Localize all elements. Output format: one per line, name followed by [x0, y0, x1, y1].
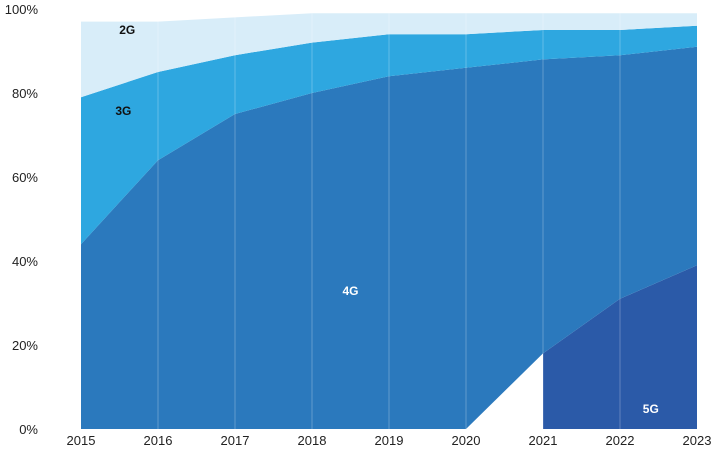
x-tick-label: 2021 [529, 433, 558, 448]
area-3g [81, 25, 697, 245]
y-tick-label: 80% [12, 86, 38, 101]
area-5g [543, 265, 697, 429]
y-tick-label: 20% [12, 338, 38, 353]
series-label-3g: 3G [115, 104, 131, 118]
x-tick-label: 2019 [375, 433, 404, 448]
x-tick-label: 2020 [452, 433, 481, 448]
y-tick-label: 60% [12, 170, 38, 185]
series-label-2g: 2G [119, 23, 135, 37]
y-tick-label: 0% [19, 422, 38, 437]
y-axis-ticks: 0% 20% 40% 60% 80% 100% [5, 2, 39, 437]
x-axis-ticks: 2015 2016 2017 2018 2019 2020 2021 2022 2023 [67, 433, 712, 448]
series-label-4g: 4G [342, 284, 358, 298]
area-4g [81, 46, 697, 430]
x-tick-label: 2018 [298, 433, 327, 448]
x-tick-label: 2016 [144, 433, 173, 448]
x-tick-label: 2023 [683, 433, 712, 448]
x-tick-label: 2022 [606, 433, 635, 448]
x-tick-label: 2015 [67, 433, 96, 448]
y-tick-label: 100% [5, 2, 39, 17]
y-tick-label: 40% [12, 254, 38, 269]
area-2g [81, 13, 697, 98]
series-areas [81, 13, 697, 430]
series-label-5g: 5G [643, 402, 659, 416]
x-tick-label: 2017 [221, 433, 250, 448]
vertical-gridlines [157, 9, 621, 429]
series-labels: 5G 4G 3G 2G [115, 23, 658, 416]
